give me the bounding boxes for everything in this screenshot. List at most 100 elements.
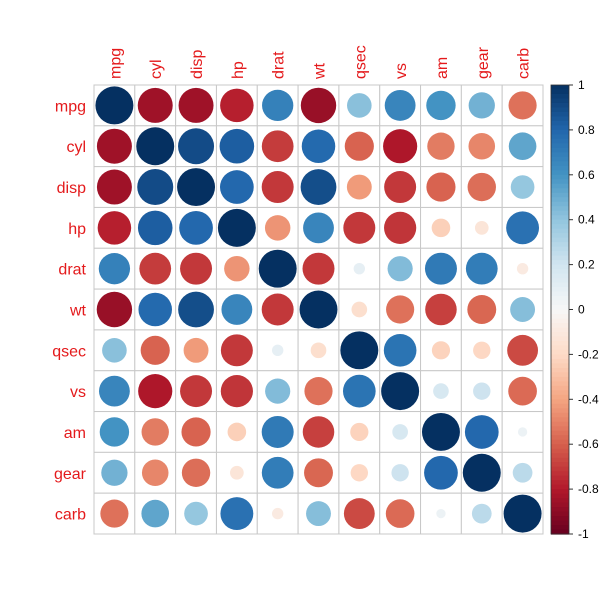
- colorbar-segment: [551, 278, 569, 284]
- colorbar-segment: [551, 529, 569, 535]
- corr-circle-cyl-hp: [219, 128, 255, 164]
- colorbar-segment: [551, 143, 569, 149]
- colorbar-segment: [551, 493, 569, 499]
- corr-circle-cyl-gear: [468, 132, 496, 160]
- corr-circle-wt-qsec: [351, 301, 368, 318]
- corr-circle-gear-disp: [181, 458, 211, 487]
- colorbar-segment: [551, 417, 569, 423]
- corr-circle-vs-carb: [508, 376, 537, 406]
- colorbar-segment: [551, 215, 569, 221]
- row-label-disp: disp: [57, 180, 86, 197]
- corr-circle-wt-carb: [510, 297, 536, 322]
- corr-circle-mpg-wt: [300, 87, 337, 124]
- corr-circle-qsec-am: [431, 341, 451, 360]
- corr-circle-drat-wt: [302, 252, 335, 285]
- corr-circle-vs-vs: [381, 372, 420, 411]
- row-label-wt: wt: [69, 303, 87, 320]
- colorbar-segment: [551, 269, 569, 275]
- colorbar-tick-label: -0.8: [578, 482, 599, 496]
- colorbar-segment: [551, 224, 569, 230]
- corr-circle-carb-disp: [184, 501, 208, 526]
- colorbar-segment: [551, 457, 569, 463]
- colorbar-segment: [551, 390, 569, 396]
- corr-circle-gear-hp: [230, 465, 244, 480]
- colorbar-segment: [551, 273, 569, 279]
- corr-circle-hp-mpg: [97, 211, 132, 245]
- corr-circle-qsec-wt: [310, 342, 327, 359]
- corr-circle-carb-am: [436, 508, 446, 519]
- colorbar-segment: [551, 192, 569, 198]
- corr-circle-drat-gear: [465, 252, 498, 285]
- colorbar-segment: [551, 525, 569, 531]
- colorbar-segment: [551, 363, 569, 369]
- colorbar-segment: [551, 165, 569, 171]
- colorbar-segment: [551, 98, 569, 104]
- col-label-gear: gear: [475, 46, 492, 79]
- colorbar-segment: [551, 516, 569, 522]
- corr-circle-disp-vs: [384, 171, 417, 204]
- corr-circle-hp-carb: [506, 211, 540, 245]
- colorbar-segment: [551, 219, 569, 225]
- colorbar-segment: [551, 498, 569, 504]
- colorbar-segment: [551, 462, 569, 468]
- colorbar-segment: [551, 466, 569, 472]
- corr-circle-cyl-mpg: [96, 128, 132, 164]
- colorbar-segment: [551, 291, 569, 297]
- colorbar-segment: [551, 260, 569, 266]
- corr-circle-drat-drat: [258, 249, 297, 288]
- corr-circle-am-drat: [261, 415, 294, 448]
- colorbar-segment: [551, 201, 569, 207]
- colorbar-segment: [551, 93, 569, 100]
- colorbar-segment: [551, 430, 569, 436]
- colorbar-tick-label: -0.2: [578, 347, 599, 361]
- corr-circle-wt-vs: [386, 295, 415, 324]
- col-label-disp: disp: [189, 50, 206, 79]
- corr-circle-vs-gear: [473, 382, 491, 400]
- colorbar-segment: [551, 134, 569, 140]
- colorbar-segment: [551, 242, 569, 248]
- corr-circle-qsec-gear: [473, 341, 491, 360]
- colorbar-segment: [551, 296, 569, 302]
- colorbar-tick-label: -0.6: [578, 437, 599, 451]
- corr-circle-cyl-qsec: [344, 131, 374, 161]
- corr-circle-drat-vs: [387, 256, 413, 282]
- colorbar-segment: [551, 520, 569, 526]
- corr-circle-gear-gear: [462, 453, 501, 492]
- colorbar-segment: [551, 336, 569, 342]
- corr-circle-mpg-carb: [508, 91, 537, 120]
- corr-circle-mpg-am: [426, 90, 456, 121]
- corr-circle-gear-carb: [512, 462, 533, 483]
- row-label-hp: hp: [68, 221, 86, 238]
- corr-circle-qsec-hp: [220, 334, 253, 367]
- corr-circle-cyl-wt: [301, 129, 336, 163]
- corr-circle-qsec-drat: [271, 344, 284, 357]
- corr-circle-am-disp: [181, 417, 211, 447]
- colorbar-segment: [551, 179, 569, 185]
- corr-circle-carb-carb: [503, 494, 542, 533]
- colorbar-tick-label: 0.2: [578, 258, 595, 272]
- col-label-hp: hp: [230, 61, 247, 79]
- corr-circle-gear-qsec: [350, 464, 369, 482]
- corr-circle-am-gear: [464, 415, 499, 449]
- colorbar-segment: [551, 511, 569, 517]
- colorbar-segment: [551, 448, 569, 454]
- row-label-drat: drat: [58, 262, 86, 279]
- colorbar-segment: [551, 300, 569, 306]
- colorbar-segment: [551, 170, 569, 176]
- col-label-wt: wt: [312, 62, 329, 80]
- colorbar-tick-label: 0.6: [578, 168, 595, 182]
- colorbar-tick-label: -0.4: [578, 392, 599, 406]
- corr-circle-mpg-vs: [384, 89, 416, 121]
- corr-circle-am-qsec: [350, 422, 369, 442]
- corr-circle-qsec-carb: [507, 334, 539, 366]
- corr-circle-disp-gear: [467, 172, 496, 202]
- corr-circle-wt-disp: [178, 291, 214, 328]
- col-label-drat: drat: [271, 51, 288, 79]
- colorbar-segment: [551, 444, 569, 450]
- colorbar-segment: [551, 147, 569, 153]
- corr-circle-hp-disp: [179, 210, 213, 245]
- corr-circle-gear-vs: [391, 464, 409, 482]
- colorbar-segment: [551, 152, 569, 158]
- corr-circle-carb-mpg: [100, 499, 129, 528]
- colorbar-segment: [551, 85, 569, 91]
